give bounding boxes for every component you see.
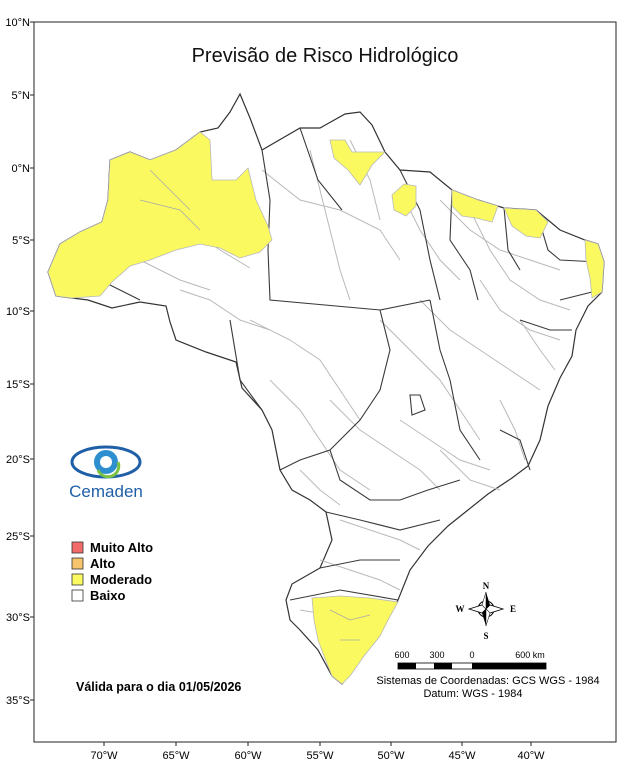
legend-swatch-baixo [71,589,84,602]
lon-tick-label: 60°W [234,750,262,762]
legend-label: Alto [90,556,115,571]
legend-label: Baixo [90,588,125,603]
legend-label: Muito Alto [90,540,153,555]
moderate-area-ceara [503,207,549,239]
lon-tick-label: 55°W [306,750,334,762]
compass-w: W [456,604,465,614]
longitude-ticks: 70°W 65°W 60°W 55°W 50°W 45°W 40°W [90,742,545,762]
logo-name: Cemaden [69,482,143,501]
lat-tick-label: 5°N [12,90,31,102]
lat-tick-label: 30°S [6,612,30,624]
lat-tick-label: 10°S [6,306,30,318]
lon-tick-label: 45°W [448,750,476,762]
legend-swatch-muito-alto [71,541,84,554]
validity-text: Válida para o dia 01/05/2026 [76,680,241,694]
lon-tick-label: 40°W [517,750,545,762]
legend-swatch-alto [71,557,84,570]
legend-label: Moderado [90,572,152,587]
latitude-ticks: 10°N 5°N 0°N 5°S 10°S 15°S 20°S 25°S 30°… [5,17,34,707]
scale-label: 300 [429,650,444,660]
coordinate-system: Sistemas de Coordenadas: GCS WGS - 1984 [376,675,599,687]
lat-tick-label: 15°S [6,379,30,391]
lat-tick-label: 0°N [12,163,31,175]
lon-tick-label: 50°W [377,750,405,762]
lon-tick-label: 65°W [162,750,190,762]
scale-bar: 600 300 0 600 km [394,650,547,670]
moderate-area-amapa [329,139,386,186]
compass-n: N [483,581,490,591]
legend: Muito Alto Alto Moderado Baixo [71,540,153,603]
legend-swatch-moderado [71,573,84,586]
lat-tick-label: 35°S [6,695,30,707]
lat-tick-label: 25°S [6,531,30,543]
moderate-area-maranhao [451,189,499,223]
moderate-area-amazonas [47,131,273,299]
moderate-area-rn-pb [584,239,605,299]
cemaden-logo: Cemaden [69,445,143,501]
lat-tick-label: 10°N [5,17,30,29]
lon-tick-label: 70°W [90,750,118,762]
compass-e: E [510,604,516,614]
scale-label: 600 [394,650,409,660]
compass-rose-icon: N S W E [456,581,517,641]
lat-tick-label: 20°S [6,454,30,466]
moderate-area-para-north [391,183,417,217]
compass-s: S [483,631,488,641]
datum: Datum: WGS - 1984 [423,688,522,700]
eye-logo-icon [70,445,142,479]
map-title: Previsão de Risco Hidrológico [192,45,459,67]
scale-label: 0 [469,650,474,660]
scale-label: 600 km [515,650,545,660]
lat-tick-label: 5°S [12,235,30,247]
moderate-area-borders [139,169,371,641]
